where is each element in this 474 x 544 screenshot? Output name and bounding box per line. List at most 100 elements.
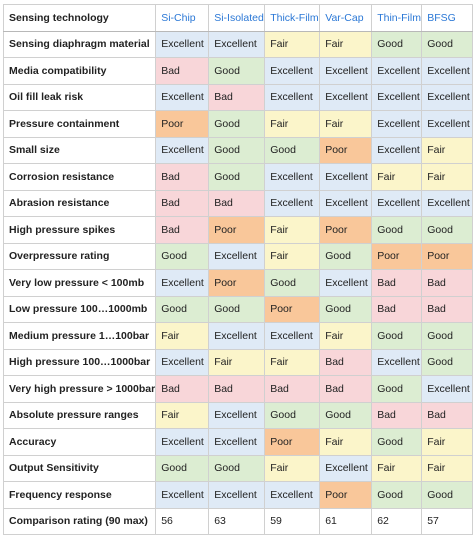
table-row: Oil fill leak risk Excellent Bad Excellent E… (2, 83, 474, 111)
rating-cell: Good (371, 216, 423, 244)
rating-cell: Excellent (371, 83, 423, 111)
column-header-si-isolated: Si-Isolated (208, 4, 266, 32)
rating-cell: Poor (319, 216, 373, 244)
rating-cell: Bad (264, 375, 321, 403)
row-label: Frequency response (2, 481, 157, 509)
table-row: Medium pressure 1…100bar Fair Excellent Exc… (2, 322, 474, 350)
rating-cell: Good (208, 454, 266, 482)
rating-cell: Excellent (264, 481, 321, 509)
rating-cell: Excellent (155, 30, 210, 58)
rating-cell: Fair (371, 163, 423, 191)
table-row: Very high pressure > 1000bar Bad Bad Bad Bad… (2, 375, 474, 403)
row-label: High pressure 100…1000bar (2, 348, 157, 376)
rating-cell: Poor (319, 136, 373, 164)
rating-cell: Bad (421, 269, 474, 297)
rating-cell: Excellent (319, 189, 373, 217)
rating-cell: Bad (155, 163, 210, 191)
rating-cell: Good (421, 30, 474, 58)
rating-cell: Excellent (371, 348, 423, 376)
column-header-bfsg: BFSG (421, 4, 474, 32)
rating-cell: Good (264, 401, 321, 429)
rating-cell: Excellent (208, 481, 266, 509)
row-label: Accuracy (2, 428, 157, 456)
rating-cell: Bad (208, 83, 266, 111)
column-header-thin-film: Thin-Film (371, 4, 423, 32)
rating-cell: Bad (155, 57, 210, 85)
rating-cell: Fair (421, 454, 474, 482)
rating-cell: Fair (421, 136, 474, 164)
table-row: Low pressure 100…1000mb Good Good Poor Good B… (2, 295, 474, 323)
rating-cell: Fair (264, 30, 321, 58)
rating-cell: Good (421, 481, 474, 509)
rating-cell: Fair (319, 322, 373, 350)
rating-cell: Bad (421, 295, 474, 323)
table-row: Sensing diaphragm material Excellent Excel… (2, 30, 474, 58)
rating-cell: Excellent (319, 163, 373, 191)
rating-cell: Good (264, 136, 321, 164)
rating-cell: Excellent (208, 322, 266, 350)
rating-cell: Bad (155, 189, 210, 217)
rating-cell: Excellent (208, 30, 266, 58)
table-row: Media compatibility Bad Good Excellent Excel… (2, 57, 474, 85)
rating-cell: Bad (319, 348, 373, 376)
row-label: Abrasion resistance (2, 189, 157, 217)
rating-cell: Good (421, 216, 474, 244)
row-label: Overpressure rating (2, 242, 157, 270)
rating-cell: Good (371, 481, 423, 509)
rating-cell: Bad (155, 216, 210, 244)
table-row: Small size Excellent Good Good Poor Excellent… (2, 136, 474, 164)
table-row: Frequency response Excellent Excellent Exce… (2, 481, 474, 509)
rating-cell: Excellent (155, 428, 210, 456)
table-row: Accuracy Excellent Excellent Poor Fair Good Fa… (2, 428, 474, 456)
comparison-table-container: Sensing technology Si-Chip Si-Isolated T… (2, 4, 474, 535)
rating-cell: Good (319, 401, 373, 429)
rating-cell: Fair (208, 348, 266, 376)
rating-cell: Fair (421, 428, 474, 456)
rating-cell: Good (421, 348, 474, 376)
rating-cell: Excellent (208, 428, 266, 456)
rating-cell: Fair (264, 348, 321, 376)
rating-cell: Excellent (264, 163, 321, 191)
rating-cell: Excellent (319, 57, 373, 85)
rating-cell: Fair (421, 163, 474, 191)
rating-cell: Excellent (421, 189, 474, 217)
rating-cell: Excellent (371, 110, 423, 138)
rating-cell: Good (208, 57, 266, 85)
comparison-rating-label: Comparison rating (90 max) (2, 507, 157, 535)
rating-cell: Bad (371, 269, 423, 297)
rating-cell: Bad (155, 375, 210, 403)
rating-cell: Poor (371, 242, 423, 270)
row-label: High pressure spikes (2, 216, 157, 244)
column-header-thick-film: Thick-Film (264, 4, 321, 32)
rating-cell: Good (319, 295, 373, 323)
comparison-rating-value: 63 (208, 507, 266, 535)
table-row: Abrasion resistance Bad Bad Excellent Excell… (2, 189, 474, 217)
sensing-technology-comparison-table: Sensing technology Si-Chip Si-Isolated T… (2, 4, 474, 535)
comparison-rating-value: 59 (264, 507, 321, 535)
rating-cell: Bad (371, 401, 423, 429)
rating-cell: Fair (264, 242, 321, 270)
table-row: Very low pressure < 100mb Excellent Poor Go… (2, 269, 474, 297)
table-row: High pressure spikes Bad Poor Fair Poor Good G… (2, 216, 474, 244)
rating-cell: Excellent (155, 83, 210, 111)
rating-cell: Excellent (319, 83, 373, 111)
rating-cell: Excellent (208, 401, 266, 429)
rating-cell: Good (371, 30, 423, 58)
row-label: Media compatibility (2, 57, 157, 85)
rating-cell: Excellent (371, 189, 423, 217)
rating-cell: Fair (264, 454, 321, 482)
rating-cell: Poor (208, 269, 266, 297)
table-row: Pressure containment Poor Good Fair Fair Exce… (2, 110, 474, 138)
rating-cell: Fair (319, 30, 373, 58)
rating-cell: Good (371, 375, 423, 403)
rating-cell: Good (208, 295, 266, 323)
rating-cell: Excellent (421, 57, 474, 85)
rating-cell: Excellent (371, 57, 423, 85)
row-label: Absolute pressure ranges (2, 401, 157, 429)
row-label: Oil fill leak risk (2, 83, 157, 111)
rating-cell: Poor (421, 242, 474, 270)
row-label: Sensing diaphragm material (2, 30, 157, 58)
rating-cell: Fair (371, 454, 423, 482)
rating-cell: Bad (319, 375, 373, 403)
rating-cell: Good (371, 322, 423, 350)
